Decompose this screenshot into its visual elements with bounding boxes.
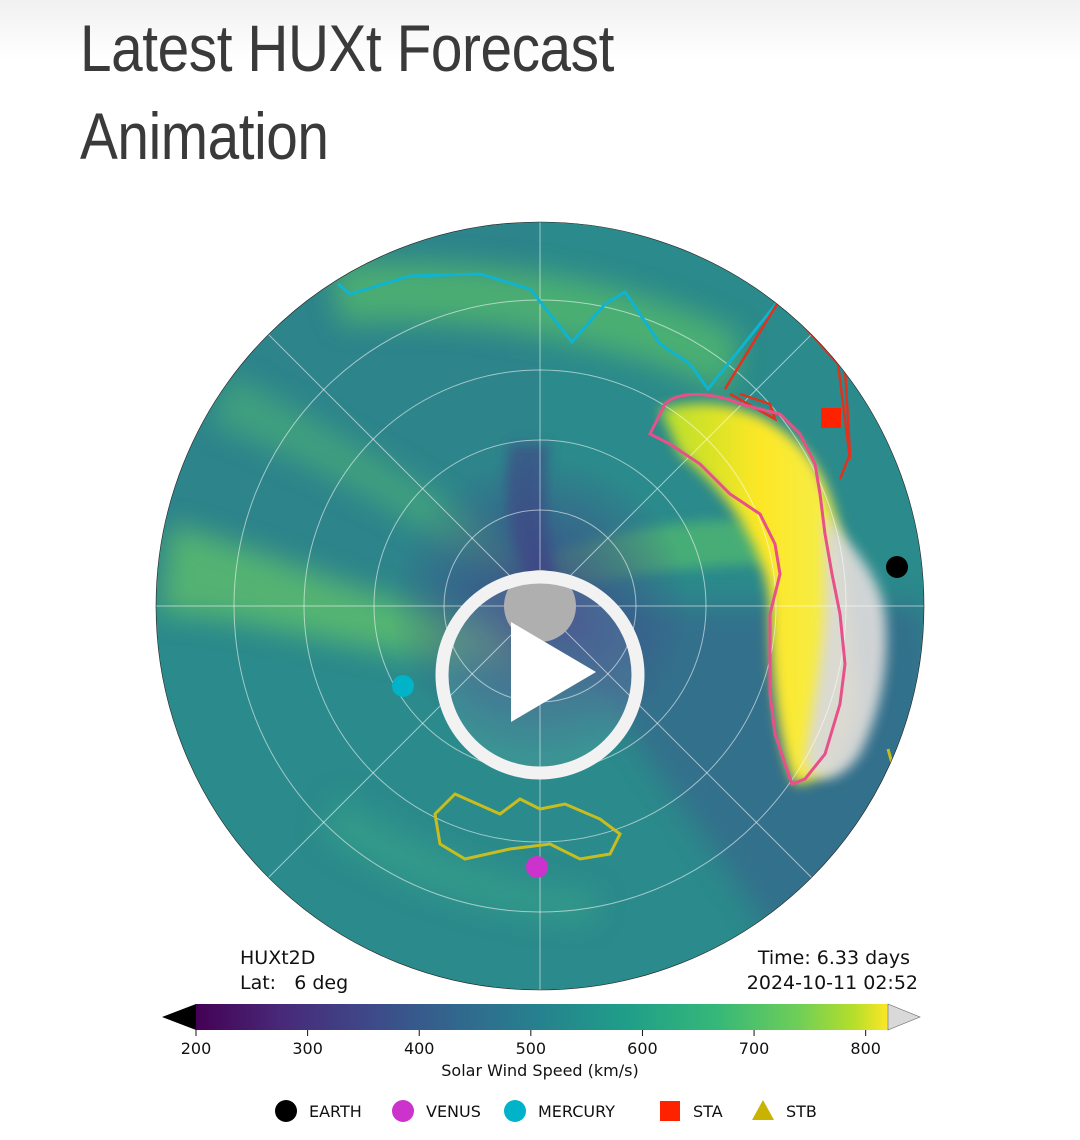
colorbar-label: Solar Wind Speed (km/s) bbox=[441, 1061, 638, 1080]
legend: EARTH VENUS MERCURY STA STB bbox=[275, 1100, 817, 1122]
legend-item-sta: STA bbox=[660, 1101, 723, 1121]
legend-item-earth: EARTH bbox=[275, 1100, 362, 1122]
mercury-marker bbox=[392, 675, 414, 697]
model-label: HUXt2D bbox=[240, 947, 315, 969]
legend-label: VENUS bbox=[426, 1102, 481, 1121]
colorbar-overflow bbox=[887, 1003, 921, 1031]
legend-marker-venus bbox=[392, 1100, 414, 1122]
latitude-label: Lat: 6 deg bbox=[240, 972, 348, 994]
legend-marker-sta bbox=[660, 1101, 680, 1121]
venus-cme-contour bbox=[433, 792, 622, 861]
earth-cme-contour bbox=[647, 393, 847, 786]
venus-marker bbox=[526, 856, 548, 878]
solar-wind-map bbox=[155, 221, 925, 991]
colorbar-tick-label: 600 bbox=[627, 1039, 658, 1058]
play-button[interactable] bbox=[435, 570, 645, 780]
colorbar-tick-label: 500 bbox=[516, 1039, 547, 1058]
play-icon bbox=[511, 622, 596, 722]
mercury-cme-contour bbox=[337, 272, 782, 392]
legend-label: STA bbox=[693, 1102, 723, 1121]
colorbar-underflow bbox=[162, 1004, 196, 1030]
legend-marker-earth bbox=[275, 1100, 297, 1122]
legend-marker-mercury bbox=[504, 1100, 526, 1122]
legend-label: STB bbox=[786, 1102, 817, 1121]
legend-label: MERCURY bbox=[538, 1102, 615, 1121]
time-label: Time: 6.33 days bbox=[757, 947, 910, 969]
legend-label: EARTH bbox=[309, 1102, 362, 1121]
date-label: 2024-10-11 02:52 bbox=[747, 972, 918, 994]
sun-marker bbox=[504, 570, 576, 642]
page-title: Latest HUXt Forecast Animation bbox=[80, 11, 614, 173]
legend-item-stb: STB bbox=[752, 1100, 817, 1121]
colorbar: 200 300 400 500 600 700 800 Solar Wind Speed (… bbox=[162, 1003, 921, 1080]
colorbar-tick-label: 200 bbox=[181, 1039, 212, 1058]
colorbar-tick-label: 300 bbox=[292, 1039, 323, 1058]
forecast-animation-video[interactable]: HUXt2D Lat: 6 deg Time: 6.33 days 2024-1… bbox=[80, 194, 1000, 1136]
legend-marker-stb bbox=[752, 1100, 774, 1120]
colorbar-tick-label: 400 bbox=[404, 1039, 435, 1058]
legend-item-venus: VENUS bbox=[392, 1100, 481, 1122]
sta-marker bbox=[821, 408, 841, 428]
colorbar-tick-label: 800 bbox=[850, 1039, 881, 1058]
header-shade bbox=[0, 0, 1080, 60]
earth-marker bbox=[886, 556, 908, 578]
legend-item-mercury: MERCURY bbox=[504, 1100, 615, 1122]
colorbar-tick-label: 700 bbox=[739, 1039, 770, 1058]
colorbar-gradient bbox=[196, 1004, 888, 1030]
